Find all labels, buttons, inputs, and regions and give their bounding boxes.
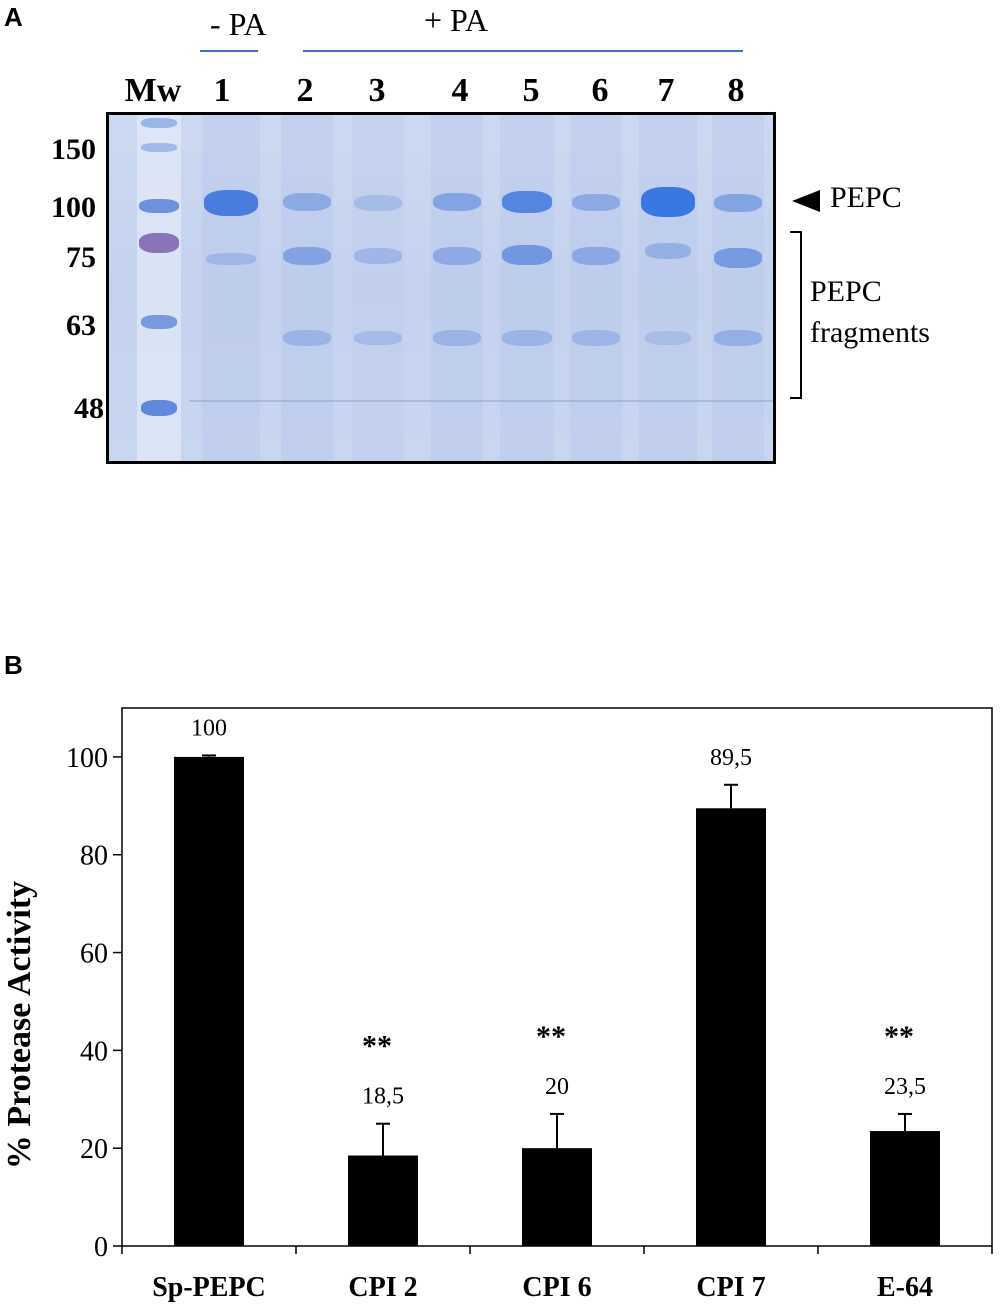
x-tick-label: CPI 6 bbox=[522, 1272, 591, 1303]
fragments-bracket-icon bbox=[790, 231, 802, 399]
gel-lane-2 bbox=[281, 115, 333, 461]
fragment-band bbox=[572, 330, 620, 346]
sds-page-gel bbox=[106, 112, 776, 464]
gel-lane-4 bbox=[431, 115, 483, 461]
panel-a-label: A bbox=[4, 2, 23, 32]
value-label: 89,5 bbox=[710, 745, 752, 771]
lane-label-6: 6 bbox=[591, 72, 609, 109]
gel-lane-7 bbox=[639, 115, 697, 461]
value-label: 18,5 bbox=[362, 1084, 404, 1110]
x-tick-label: E-64 bbox=[877, 1272, 933, 1303]
fragment-band bbox=[714, 330, 762, 346]
bar-e-64 bbox=[870, 1131, 940, 1246]
gel-lane-8 bbox=[712, 115, 764, 461]
marker-lane-label: Mw bbox=[124, 72, 182, 109]
y-tick-label: 0 bbox=[94, 1232, 108, 1263]
pepc-arrow-icon bbox=[792, 190, 820, 212]
group-line-minus-pa bbox=[200, 50, 258, 52]
lane-label-1: 1 bbox=[213, 72, 231, 109]
pepc-band bbox=[641, 187, 695, 217]
gel-lane-marker bbox=[137, 115, 181, 461]
marker-band bbox=[141, 315, 177, 329]
lane-label-5: 5 bbox=[522, 72, 540, 109]
mw-marker-150: 150 bbox=[51, 133, 96, 166]
bar-cpi-2 bbox=[348, 1155, 418, 1246]
fragment-band bbox=[206, 253, 256, 265]
marker-band bbox=[141, 400, 177, 416]
value-label: 100 bbox=[191, 715, 227, 741]
x-tick-label: CPI 2 bbox=[348, 1272, 417, 1303]
group-line-plus-pa bbox=[303, 50, 743, 52]
group-label-minus-pa: - PA bbox=[210, 6, 267, 42]
y-tick-label: 20 bbox=[80, 1134, 108, 1165]
lane-label-2: 2 bbox=[296, 72, 314, 109]
fragment-band bbox=[433, 330, 481, 346]
x-tick-label: Sp-PEPC bbox=[152, 1272, 266, 1303]
pepc-band bbox=[283, 193, 331, 211]
fragments-annotation-line2: fragments bbox=[810, 316, 930, 349]
mw-marker-63: 63 bbox=[66, 309, 96, 342]
y-axis-label: % Protease Activity bbox=[1, 881, 38, 1169]
chart-bars: 100 18,5 ** 20 ** 89,5 23,5 ** bbox=[174, 715, 940, 1246]
gel-lane-6 bbox=[570, 115, 622, 461]
significance-marker: ** bbox=[884, 1020, 914, 1053]
panel-b-label: B bbox=[4, 650, 23, 680]
fragment-band bbox=[354, 331, 402, 345]
marker-band bbox=[141, 118, 177, 128]
chart-axes: 0 20 40 60 80 100 Sp-PEPC CPI 2 CPI 6 CPI 7 E-64 bbox=[66, 707, 993, 1303]
fragment-band bbox=[645, 243, 691, 259]
pepc-band bbox=[354, 195, 402, 211]
protease-activity-bar-chart: % Protease Activity 0 20 40 60 80 100 Sp-PEPC C… bbox=[1, 707, 993, 1303]
marker-band bbox=[139, 233, 179, 253]
lane-label-3: 3 bbox=[368, 72, 386, 109]
fragment-band bbox=[283, 247, 331, 265]
bar-cpi-7 bbox=[696, 808, 766, 1246]
gel-lane-3 bbox=[352, 115, 404, 461]
marker-band bbox=[141, 143, 177, 152]
pepc-band bbox=[502, 191, 552, 213]
pepc-band bbox=[433, 193, 481, 211]
fragment-band bbox=[502, 245, 552, 265]
mw-marker-75: 75 bbox=[66, 241, 96, 274]
pepc-annotation: PEPC bbox=[830, 181, 902, 214]
fragment-band bbox=[283, 330, 331, 346]
pepc-band bbox=[204, 190, 258, 216]
mw-marker-48: 48 bbox=[74, 392, 104, 425]
group-label-plus-pa: + PA bbox=[424, 2, 489, 38]
y-tick-label: 100 bbox=[66, 743, 108, 774]
fragment-band bbox=[502, 330, 552, 346]
bar-cpi-6 bbox=[522, 1148, 592, 1246]
lane-label-7: 7 bbox=[657, 72, 675, 109]
gel-lane-1 bbox=[202, 115, 260, 461]
fragment-band bbox=[645, 331, 691, 345]
value-label: 20 bbox=[545, 1074, 569, 1100]
lane-label-8: 8 bbox=[727, 72, 745, 109]
significance-marker: ** bbox=[362, 1030, 392, 1063]
fragment-band bbox=[433, 247, 481, 265]
pepc-band bbox=[572, 194, 620, 211]
marker-band bbox=[139, 199, 179, 213]
bar-sp-pepc bbox=[174, 756, 244, 1246]
significance-marker: ** bbox=[536, 1020, 566, 1053]
dye-front-line bbox=[189, 400, 773, 402]
fragment-band bbox=[714, 248, 762, 268]
gel-lane-5 bbox=[500, 115, 554, 461]
pepc-band bbox=[714, 194, 762, 212]
mw-marker-100: 100 bbox=[51, 191, 96, 224]
fragment-band bbox=[572, 247, 620, 265]
fragments-annotation-line1: PEPC bbox=[810, 275, 882, 308]
lane-label-4: 4 bbox=[451, 72, 469, 109]
x-tick-label: CPI 7 bbox=[696, 1272, 765, 1303]
y-tick-label: 60 bbox=[80, 939, 108, 970]
fragment-band bbox=[354, 248, 402, 264]
y-tick-label: 40 bbox=[80, 1036, 108, 1067]
value-label: 23,5 bbox=[884, 1074, 926, 1100]
y-tick-label: 80 bbox=[80, 841, 108, 872]
